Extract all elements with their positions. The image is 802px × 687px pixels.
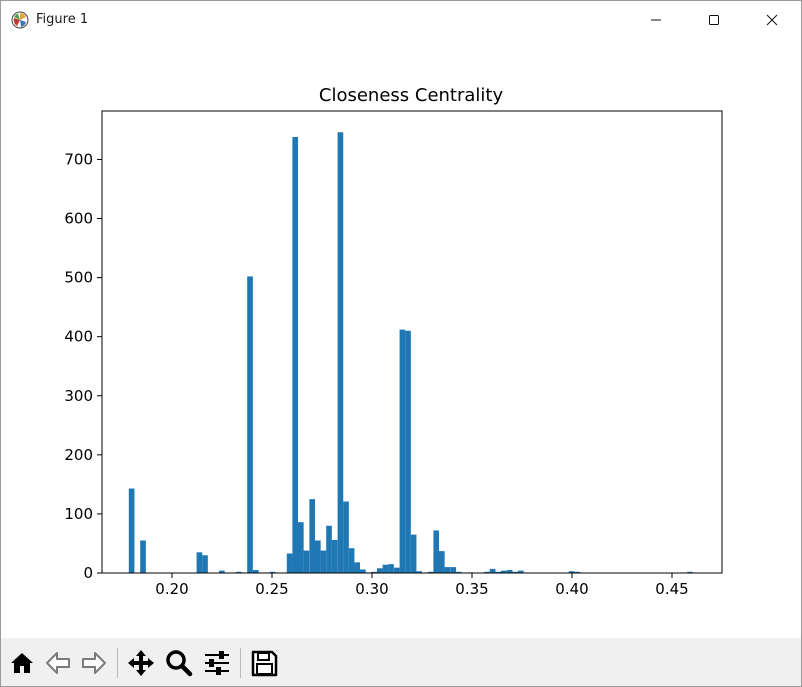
forward-button[interactable] [78, 647, 110, 679]
y-tick-label: 600 [64, 210, 93, 228]
y-tick-label: 300 [64, 387, 93, 405]
back-icon [46, 652, 70, 674]
window-title: Figure 1 [36, 12, 89, 27]
home-icon [11, 653, 33, 673]
histogram-bar [399, 329, 406, 573]
histogram-bar [320, 550, 327, 573]
histogram-bar [405, 330, 411, 573]
histogram-bar [501, 570, 507, 573]
histogram-bar [360, 569, 366, 573]
histogram-bar [439, 551, 445, 573]
close-icon [766, 14, 778, 26]
histogram-bar [518, 570, 524, 573]
x-tick-label: 0.30 [355, 580, 388, 598]
navigation-toolbar [1, 638, 801, 686]
histogram-bar [416, 571, 423, 573]
histogram-bar [687, 571, 693, 573]
histogram-bar [348, 548, 355, 573]
histogram-bar [506, 570, 513, 573]
histogram-bar [309, 499, 316, 573]
histogram-bar [450, 567, 457, 573]
close-button[interactable] [743, 1, 801, 39]
histogram-bar [236, 571, 242, 573]
configure-subplots-icon [205, 651, 229, 675]
histogram-bar [484, 571, 490, 573]
x-tick-label: 0.20 [155, 580, 188, 598]
histogram-bar [512, 571, 519, 573]
y-tick-label: 700 [64, 150, 93, 168]
histogram-bar [196, 552, 203, 573]
histogram-bar [219, 570, 225, 573]
x-tick-label: 0.35 [455, 580, 488, 598]
x-tick-label: 0.45 [655, 580, 688, 598]
histogram-bar [337, 132, 344, 573]
title-bar[interactable]: Figure 1 [1, 1, 801, 39]
histogram-bar [298, 522, 304, 573]
zoom-icon [166, 650, 193, 677]
minimize-icon [651, 19, 661, 21]
axes-frame [101, 110, 723, 574]
maximize-icon [709, 15, 719, 25]
histogram-bar [292, 136, 299, 574]
bar-series [128, 132, 693, 574]
save-icon [251, 650, 278, 677]
histogram-bar [377, 568, 383, 573]
histogram-bar [394, 567, 400, 573]
histogram-bar [269, 571, 276, 573]
save-button[interactable] [248, 647, 280, 679]
toolbar-separator [240, 648, 241, 678]
histogram-bar [315, 540, 321, 573]
histogram-bar [326, 525, 332, 573]
chart-title: Closeness Centrality [319, 85, 504, 106]
histogram-bar [444, 567, 451, 573]
histogram-bar [427, 571, 434, 573]
histogram-bar [253, 570, 259, 573]
y-tick-label: 0 [83, 564, 93, 582]
histogram-bar [343, 501, 349, 573]
home-button[interactable] [6, 647, 38, 679]
histogram-bar [456, 571, 462, 573]
pan-icon [128, 650, 154, 676]
x-axis-ticks: 0.20 0.25 0.30 0.35 0.40 0.45 [155, 573, 689, 598]
histogram-bar [489, 568, 496, 573]
histogram-chart: Closeness Centrality 0.20 0.25 0.30 0.35 0.4… [64, 85, 723, 598]
histogram-bar [388, 564, 394, 573]
histogram-bar [128, 488, 135, 573]
y-axis-ticks: 0 100 200 300 400 500 600 700 [64, 150, 102, 582]
histogram-bar [331, 539, 338, 573]
histogram-bar [303, 550, 310, 573]
histogram-bar [410, 534, 417, 573]
x-tick-label: 0.40 [555, 580, 588, 598]
histogram-bar [433, 530, 440, 573]
y-tick-label: 500 [64, 269, 93, 287]
histogram-bar [574, 571, 581, 573]
histogram-bar [286, 553, 293, 573]
histogram-bar [568, 571, 575, 573]
x-tick-label: 0.25 [255, 580, 288, 598]
zoom-button[interactable] [163, 647, 195, 679]
maximize-button[interactable] [685, 1, 743, 39]
histogram-bar [140, 540, 146, 573]
configure-subplots-button[interactable] [201, 647, 233, 679]
minimize-button[interactable] [627, 1, 685, 39]
toolbar-separator [117, 648, 118, 678]
pan-button[interactable] [125, 647, 157, 679]
histogram-bar [382, 564, 389, 573]
histogram-bar [202, 555, 208, 573]
back-button[interactable] [42, 647, 74, 679]
y-tick-label: 100 [64, 505, 93, 523]
histogram-bar [247, 276, 253, 573]
histogram-bar [354, 562, 361, 573]
figure-app-icon [11, 11, 29, 29]
y-tick-label: 200 [64, 446, 93, 464]
y-tick-label: 400 [64, 328, 93, 346]
histogram-bar [371, 571, 378, 573]
forward-icon [82, 652, 106, 674]
histogram-bar [495, 571, 502, 573]
